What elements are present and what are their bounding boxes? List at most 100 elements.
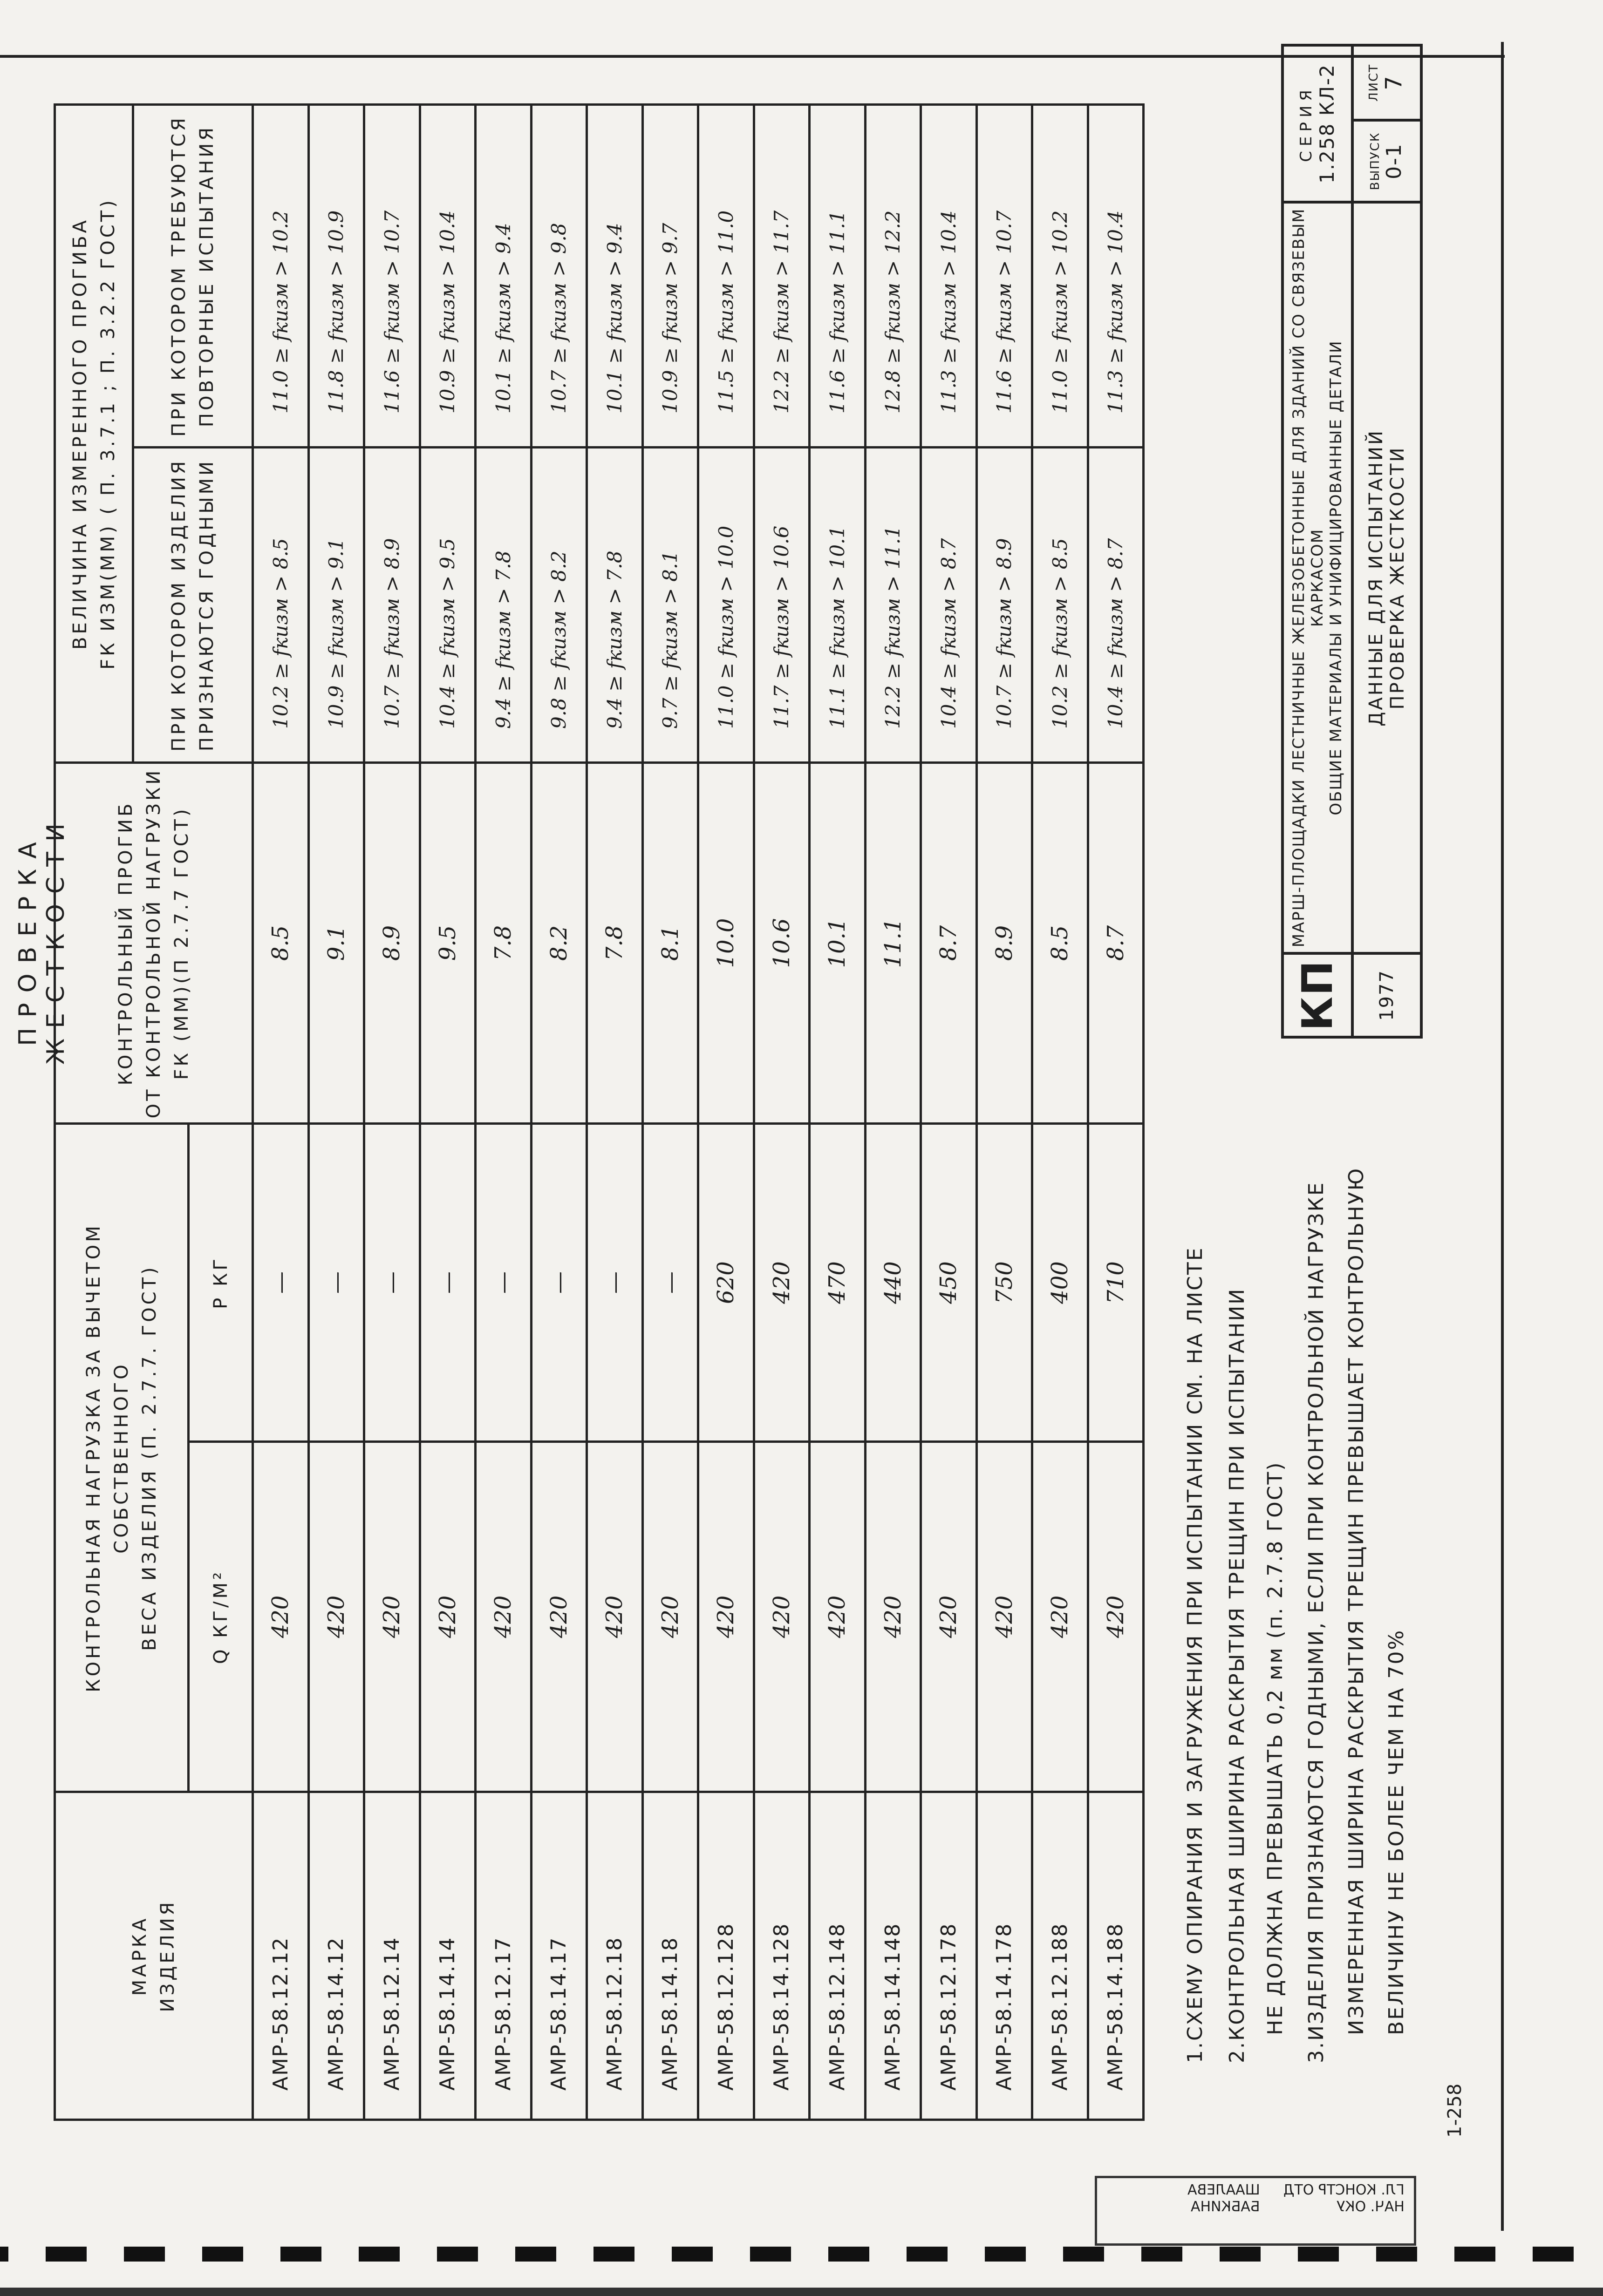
table-cell-p: —	[530, 1122, 588, 1443]
table-cell-q: 420	[975, 1440, 1033, 1793]
header-fk-line: от контрольной нагрузки	[143, 768, 164, 1119]
header-fk-line: fк (мм)(п 2.7.7 ГОСТ)	[171, 806, 192, 1080]
table-cell-good: 10.7 ≥ fкизм > 8.9	[363, 446, 421, 764]
table-cell-repeat: 11.0 ≥ fкизм > 10.2	[1031, 103, 1089, 448]
table-cell-fk: 8.9	[363, 761, 421, 1125]
header-good: при котором изделия признаются годными	[132, 446, 254, 764]
archive-code: 1-258	[1444, 2083, 1466, 2138]
header-mark: Марка изделия	[54, 1791, 254, 2121]
table-cell-mark: АМР-58.14.128	[752, 1791, 811, 2121]
stamp-row: ГЛ. КОНСТР ОТД	[1283, 2182, 1405, 2198]
table-cell-p: 440	[864, 1122, 922, 1443]
scale-bar	[437, 2247, 478, 2262]
table-cell-good: 11.1 ≥ fкизм > 10.1	[808, 446, 866, 764]
header-load-group: Контрольная нагрузка за вычетом собствен…	[54, 1122, 190, 1793]
table-cell-q: 420	[641, 1440, 699, 1793]
table-cell-mark: АМР-58.12.148	[808, 1791, 866, 2121]
sheet-line-1: ДАННЫЕ ДЛЯ ИСПЫТАНИЙ	[1365, 429, 1387, 727]
table-cell-p: 420	[752, 1122, 811, 1443]
scan-edge	[0, 2288, 1603, 2296]
note-line: ИЗМЕРЕННАЯ ШИРИНА РАСКРЫТИЯ ТРЕЩИН ПРЕВЫ…	[1344, 1167, 1368, 2035]
table-cell-good: 11.7 ≥ fкизм > 10.6	[752, 446, 811, 764]
header-load-group-line: Контрольная нагрузка за вычетом собствен…	[83, 1223, 132, 1692]
table-cell-p: 620	[697, 1122, 755, 1443]
scale-bar	[985, 2247, 1026, 2262]
table-cell-fk: 10.1	[808, 761, 866, 1125]
table-cell-good: 10.7 ≥ fкизм > 8.9	[975, 446, 1033, 764]
table-cell-repeat: 12.2 ≥ fкизм > 11.7	[752, 103, 811, 448]
stamp-row: ШААЛЕВА	[1187, 2182, 1260, 2198]
table-cell-mark: АМР-58.14.18	[641, 1791, 699, 2121]
table-cell-good: 9.7 ≥ fкизм > 8.1	[641, 446, 699, 764]
table-cell-mark: АМР-58.12.17	[474, 1791, 532, 2121]
project-line-2: ОБЩИЕ МАТЕРИАЛЫ И УНИФИЦИРОВАННЫЕ ДЕТАЛИ	[1327, 340, 1345, 815]
header-good-line: при котором изделия	[168, 458, 190, 752]
table-cell-p: —	[252, 1122, 310, 1443]
header-fk-line: Контрольный прогиб	[115, 801, 136, 1086]
scale-bar	[1298, 2247, 1339, 2262]
table-cell-p: 750	[975, 1122, 1033, 1443]
table-cell-mark: АМР-58.14.14	[418, 1791, 477, 2121]
table-cell-good: 10.4 ≥ fкизм > 9.5	[418, 446, 477, 764]
issue-label: ВЫПУСК	[1368, 132, 1382, 190]
table-cell-fk: 8.7	[920, 761, 978, 1125]
table-cell-repeat: 10.1 ≥ fкизм > 9.4	[586, 103, 644, 448]
issue-value: 0-1	[1382, 143, 1406, 179]
table-cell-mark: АМР-58.12.14	[363, 1791, 421, 2121]
table-cell-q: 420	[697, 1440, 755, 1793]
note-line: НЕ ДОЛЖНА ПРЕВЫШАТЬ 0,2 мм (п. 2.7.8 ГОС…	[1263, 1461, 1287, 2035]
table-cell-p: —	[586, 1122, 644, 1443]
table-cell-fk: 8.5	[1031, 761, 1089, 1125]
scale-bar	[828, 2247, 869, 2262]
table-cell-good: 10.2 ≥ fкизм > 8.5	[1031, 446, 1089, 764]
scale-bar	[593, 2247, 634, 2262]
scale-bar	[280, 2247, 321, 2262]
table-cell-repeat: 11.8 ≥ fкизм > 10.9	[307, 103, 365, 448]
table-cell-fk: 9.1	[307, 761, 365, 1125]
table-cell-repeat: 11.3 ≥ fкизм > 10.4	[920, 103, 978, 448]
scale-bar	[1063, 2247, 1104, 2262]
table-cell-p: —	[641, 1122, 699, 1443]
scale-bar	[672, 2247, 713, 2262]
table-cell-good: 10.4 ≥ fкизм > 8.7	[920, 446, 978, 764]
note-line: 1.СХЕМУ ОПИРАНИЯ И ЗАГРУЖЕНИЯ ПРИ ИСПЫТА…	[1183, 1246, 1207, 2063]
series-label: СЕРИЯ	[1296, 85, 1316, 162]
logo: КП	[1281, 952, 1354, 1039]
frame-right-line	[0, 55, 1505, 58]
table-cell-p: 400	[1031, 1122, 1089, 1443]
table-cell-mark: АМР-58.12.128	[697, 1791, 755, 2121]
table-cell-good: 11.0 ≥ fкизм > 10.0	[697, 446, 755, 764]
header-load-group-line: веса изделия (п. 2.7.7. ГОСТ)	[139, 1264, 160, 1651]
table-cell-fk: 8.2	[530, 761, 588, 1125]
header-repeat-line: при котором требуются	[168, 115, 190, 437]
table-cell-mark: АМР-58.14.12	[307, 1791, 365, 2121]
sheet-name: ДАННЫЕ ДЛЯ ИСПЫТАНИЙ ПРОВЕРКА ЖЕСТКОСТИ	[1351, 201, 1423, 955]
table-cell-q: 420	[307, 1440, 365, 1793]
table-cell-repeat: 11.0 ≥ fкизм > 10.2	[252, 103, 310, 448]
table-cell-repeat: 11.5 ≥ fкизм > 11.0	[697, 103, 755, 448]
note-line: ВЕЛИЧИНУ НЕ БОЛЕЕ ЧЕМ НА 70%	[1385, 1629, 1408, 2035]
scale-bar	[202, 2247, 243, 2262]
header-p: P кг	[187, 1122, 254, 1443]
table-cell-q: 420	[474, 1440, 532, 1793]
table-cell-q: 420	[252, 1440, 310, 1793]
table-cell-mark: АМР-58.12.18	[586, 1791, 644, 2121]
issue-cell: ВЫПУСК 0-1	[1351, 119, 1423, 204]
table-cell-good: 10.4 ≥ fкизм > 8.7	[1086, 446, 1145, 764]
header-repeat: при котором требуются повторные испытания	[132, 103, 254, 448]
table-cell-p: 710	[1086, 1122, 1145, 1443]
table-cell-mark: АМР-58.14.17	[530, 1791, 588, 2121]
table-cell-repeat: 11.3 ≥ fкизм > 10.4	[1086, 103, 1145, 448]
scale-bar	[1376, 2247, 1417, 2262]
table-cell-q: 420	[752, 1440, 811, 1793]
header-measured-group-line: fк изм(мм) ( п. 3.7.1 ; п. 3.2.2 ГОСТ)	[97, 197, 119, 670]
table-cell-mark: АМР-58.14.188	[1086, 1791, 1145, 2121]
header-measured-group-line: Величина измеренного прогиба	[69, 217, 91, 650]
stamp-row: БАБКИНА	[1191, 2199, 1260, 2215]
header-measured-group: Величина измеренного прогиба fк изм(мм) (…	[54, 103, 134, 764]
table-cell-fk: 7.8	[586, 761, 644, 1125]
scale-bar	[515, 2247, 556, 2262]
table-cell-repeat: 11.6 ≥ fкизм > 10.7	[975, 103, 1033, 448]
scale-bar	[1533, 2247, 1574, 2262]
